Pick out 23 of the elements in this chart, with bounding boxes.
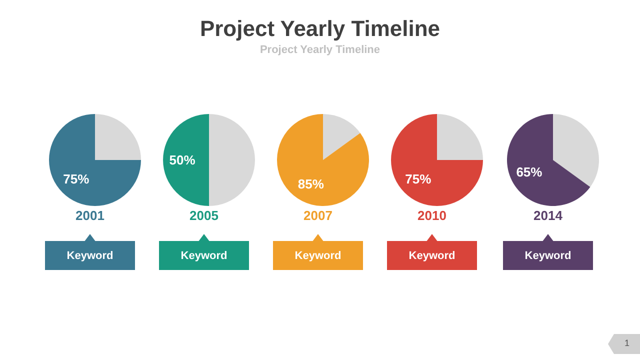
pie-slice xyxy=(95,114,141,160)
pie-slice xyxy=(49,114,141,206)
data-label: 75% xyxy=(63,171,90,186)
data-label: 50% xyxy=(169,152,196,168)
pie-slice xyxy=(209,114,255,206)
text: 1 xyxy=(623,338,630,348)
text: 2007 xyxy=(302,208,334,223)
data-label: 65% xyxy=(516,164,543,180)
pie-slice xyxy=(553,114,599,188)
pie-slice xyxy=(323,114,360,160)
data-label: 85% xyxy=(298,176,324,192)
text: Project Yearly Timeline xyxy=(258,44,382,56)
pie-slice xyxy=(507,114,590,206)
text: 2014 xyxy=(532,208,564,223)
text: Project Yearly Timeline xyxy=(198,16,442,42)
text: 2001 xyxy=(74,208,106,223)
pie-slice xyxy=(163,114,209,206)
text: 2005 xyxy=(188,208,220,223)
data-label: 75% xyxy=(405,171,432,186)
pie-slice xyxy=(277,114,369,206)
pie-slice xyxy=(391,114,483,206)
text: 2010 xyxy=(416,208,448,223)
pie-slice xyxy=(437,114,483,160)
